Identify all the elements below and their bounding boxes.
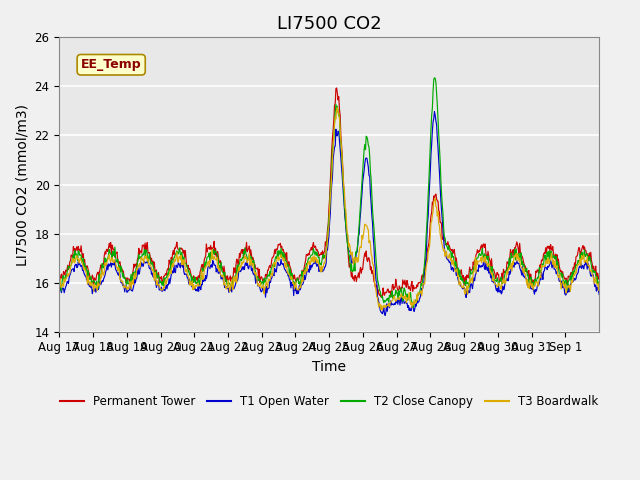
T3 Boardwalk — [595, 279, 603, 285]
T3 Boardwalk — [417, 289, 424, 295]
Permanent Tower — [417, 280, 424, 286]
Line: T2 Close Canopy: T2 Close Canopy — [60, 78, 599, 307]
T1 Open Water — [265, 285, 273, 290]
T3 Boardwalk — [56, 278, 63, 284]
T3 Boardwalk — [245, 257, 253, 263]
Line: T1 Open Water: T1 Open Water — [60, 112, 599, 315]
T1 Open Water — [595, 292, 603, 298]
T3 Boardwalk — [119, 278, 127, 284]
X-axis label: Time: Time — [312, 360, 346, 374]
Line: Permanent Tower: Permanent Tower — [60, 88, 599, 298]
T1 Open Water — [245, 266, 253, 272]
T3 Boardwalk — [387, 300, 394, 306]
T3 Boardwalk — [378, 307, 386, 313]
Permanent Tower — [56, 275, 63, 280]
T1 Open Water — [56, 289, 63, 295]
Y-axis label: LI7500 CO2 (mmol/m3): LI7500 CO2 (mmol/m3) — [15, 104, 29, 265]
Permanent Tower — [218, 264, 226, 269]
T2 Close Canopy — [56, 278, 63, 284]
Permanent Tower — [387, 288, 394, 294]
Text: EE_Temp: EE_Temp — [81, 58, 141, 71]
Permanent Tower — [245, 246, 253, 252]
T2 Close Canopy — [265, 274, 273, 279]
T2 Close Canopy — [119, 274, 127, 280]
T3 Boardwalk — [265, 278, 273, 284]
T1 Open Water — [381, 312, 389, 318]
T1 Open Water — [119, 283, 127, 288]
T2 Close Canopy — [416, 290, 424, 296]
T2 Close Canopy — [595, 278, 603, 284]
T2 Close Canopy — [385, 299, 392, 305]
T2 Close Canopy — [410, 304, 417, 310]
T1 Open Water — [218, 275, 226, 281]
Title: LI7500 CO2: LI7500 CO2 — [277, 15, 381, 33]
T2 Close Canopy — [245, 256, 253, 262]
Permanent Tower — [119, 269, 127, 275]
T3 Boardwalk — [333, 105, 341, 110]
Permanent Tower — [378, 295, 386, 300]
T1 Open Water — [385, 305, 393, 311]
Line: T3 Boardwalk: T3 Boardwalk — [60, 108, 599, 310]
T1 Open Water — [416, 296, 424, 301]
T1 Open Water — [431, 109, 438, 115]
Permanent Tower — [595, 271, 603, 276]
Permanent Tower — [333, 85, 340, 91]
T2 Close Canopy — [218, 268, 226, 274]
Permanent Tower — [265, 264, 273, 270]
T3 Boardwalk — [218, 274, 226, 280]
Legend: Permanent Tower, T1 Open Water, T2 Close Canopy, T3 Boardwalk: Permanent Tower, T1 Open Water, T2 Close… — [56, 391, 603, 413]
T2 Close Canopy — [431, 75, 438, 81]
